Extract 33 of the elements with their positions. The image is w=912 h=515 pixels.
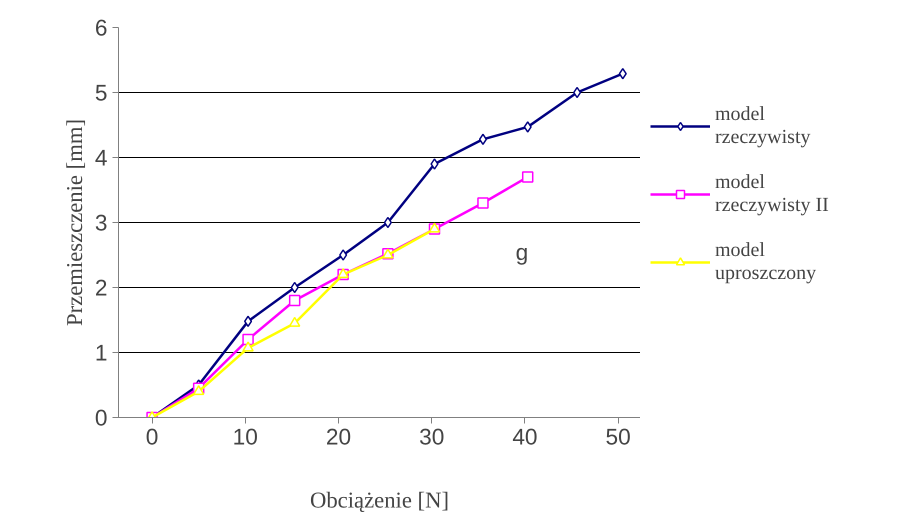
y-axis-title: Przemieszczenie [mm] — [62, 119, 87, 326]
point — [522, 171, 534, 183]
legend-label: model rzeczywisty — [715, 102, 811, 150]
point — [244, 316, 252, 328]
x-axis-title: Obciążenie [N] — [310, 488, 450, 512]
legend-label: model rzeczywisty II — [715, 170, 829, 218]
annotation: g — [516, 238, 528, 265]
y-tick-label: 1 — [94, 340, 108, 366]
y-tick-label: 6 — [94, 14, 108, 40]
point — [478, 134, 488, 146]
x-tick-label: 20 — [326, 424, 352, 450]
point — [524, 121, 532, 133]
y-tick-label: 2 — [94, 274, 108, 300]
point — [242, 341, 254, 352]
point — [618, 68, 627, 80]
x-tick-label: 10 — [232, 424, 258, 450]
y-tick-label: 5 — [94, 80, 108, 106]
point — [288, 294, 300, 306]
legend-label: model uproszczony — [715, 238, 816, 286]
point — [339, 249, 348, 261]
x-tick-label: 30 — [419, 424, 444, 450]
y-tick-label: 0 — [94, 404, 108, 430]
y-tick-label: 3 — [94, 210, 108, 236]
x-tick-label: 50 — [606, 424, 631, 450]
point — [477, 197, 489, 209]
x-tick-label: 0 — [146, 424, 158, 450]
point — [384, 216, 392, 228]
x-tick-label: 40 — [512, 424, 538, 450]
point — [288, 316, 300, 327]
point — [290, 282, 299, 294]
point — [573, 86, 582, 98]
y-tick-label: 4 — [94, 144, 108, 170]
point — [430, 158, 439, 170]
